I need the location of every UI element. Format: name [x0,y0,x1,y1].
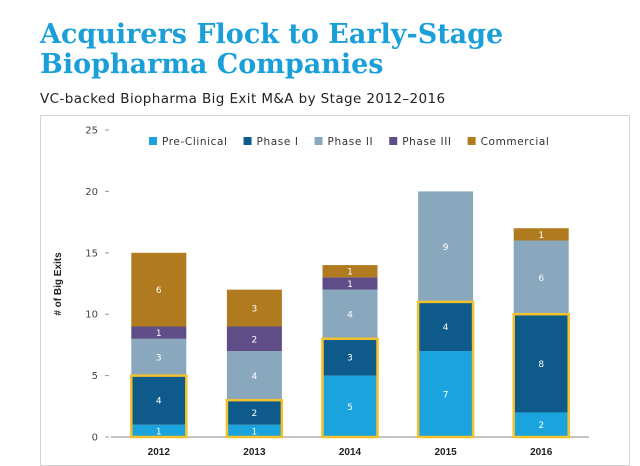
early-stage-highlight [130,374,188,439]
early-stage-highlight [512,312,570,439]
bar-segment [131,326,187,339]
bar-segment [226,326,282,352]
legend-label: Phase II [328,136,374,148]
bar-segment [513,412,569,437]
data-label: 1 [538,231,544,241]
bar-segment [226,351,282,401]
legend-label: Pre-Clinical [162,136,228,148]
data-label: 6 [538,274,544,284]
legend: Pre-Clinical Phase I Phase II Phase III Comm… [149,136,549,148]
legend-label: Phase I [257,136,299,148]
bar-segment [131,424,187,437]
bar-segment [322,277,378,290]
data-label: 5 [347,403,353,413]
data-label: 7 [443,391,449,401]
legend-swatch [314,137,323,145]
data-label: 1 [252,427,258,437]
data-label: 2 [252,409,258,419]
bar-segment [322,375,378,437]
legend-label: Commercial [481,136,550,148]
early-stage-highlight [416,300,475,439]
data-label: 4 [156,397,162,407]
data-label: 4 [252,372,258,382]
bar-segment [131,252,187,327]
bar-segment [226,424,282,437]
legend-swatch [389,137,398,145]
data-label: 3 [252,305,258,315]
data-label: 1 [347,280,353,290]
legend-label: Phase III [402,136,451,148]
legend-swatch [243,137,252,145]
bar-segment [513,240,569,315]
data-label: 1 [156,329,162,339]
y-axis-label-group: # of Big Exits [53,252,64,316]
chart-panel: # of Big Exits 0 5 10 15 20 25 2012 2013 2014 201… [40,115,630,466]
bar-segment [131,338,187,376]
bar-segment [418,191,474,302]
x-tick-label: 2014 [339,447,362,458]
bar-segment [418,301,474,352]
y-axis-label: # of Big Exits [53,252,64,316]
bars: 1 4 3 1 6 1 2 4 2 3 5 3 4 1 1 7 4 9 2 8 6 1 [130,191,570,439]
data-label: 2 [252,335,258,345]
data-label: 1 [347,268,353,278]
bar-segment [513,228,569,241]
x-tick-label: 2016 [530,447,553,458]
y-tick-label: 20 [85,187,98,198]
x-tick-label: 2015 [434,447,457,458]
bar-segment [226,289,282,327]
bar-segment [322,265,378,278]
y-tick-label: 15 [85,248,98,259]
x-tick-label: 2012 [148,447,171,458]
data-label: 6 [156,286,162,296]
data-label: 9 [443,243,449,253]
bar-segment [513,314,569,413]
bar-segment [418,351,474,437]
bar-segment [322,338,378,376]
legend-swatch [467,137,476,145]
y-tick-label: 25 [85,126,98,137]
data-label: 4 [347,311,353,321]
data-label: 3 [156,354,162,364]
x-tick-label: 2013 [243,447,266,458]
bar-segment [226,400,282,425]
legend-swatch [149,137,157,145]
chart-subtitle: VC-backed Biopharma Big Exit M&A by Stag… [40,91,446,107]
data-label: 8 [538,360,544,370]
y-tick-label: 10 [85,310,98,321]
data-label: 3 [347,354,353,364]
chart-title: Acquirers Flock to Early-Stage Biopharma… [40,19,504,80]
early-stage-highlight [321,337,379,439]
y-tick-label: 0 [92,433,98,444]
bar-segment [322,289,378,339]
y-tick-label: 5 [92,371,98,382]
data-label: 1 [156,427,162,437]
data-label: 4 [443,323,449,333]
data-label: 2 [538,421,544,431]
bar-segment [131,375,187,425]
early-stage-highlight [225,398,284,439]
